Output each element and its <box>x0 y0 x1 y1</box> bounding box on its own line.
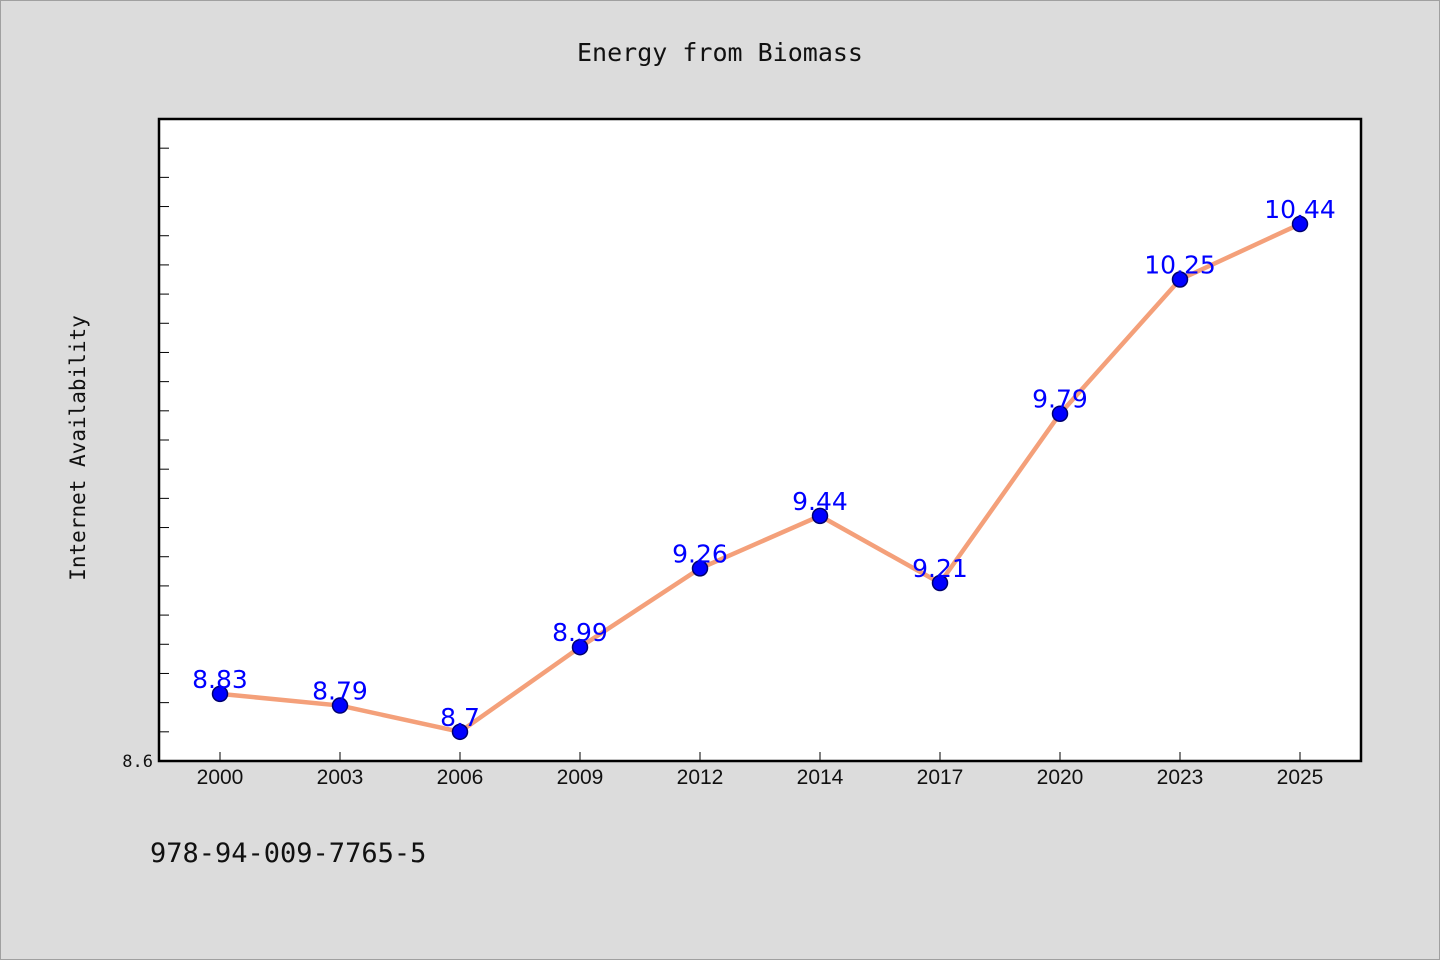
data-point <box>1051 405 1069 422</box>
y-axis-label: Internet Availability <box>66 315 90 581</box>
data-point <box>691 560 709 577</box>
data-label: 9.79 <box>1032 385 1088 414</box>
x-tick-label: 2017 <box>917 766 964 789</box>
data-label: 8.79 <box>312 677 368 706</box>
data-label: 9.21 <box>912 554 968 583</box>
data-label: 8.7 <box>440 703 480 732</box>
data-point <box>331 697 349 714</box>
chart-title: Energy from Biomass <box>577 38 863 67</box>
x-tick-label: 2009 <box>557 766 604 789</box>
series-line-group <box>217 221 1303 735</box>
data-label: 8.99 <box>552 618 608 647</box>
data-point <box>451 723 469 741</box>
data-point <box>571 638 589 656</box>
x-axis-ticks: 2000 2003 2006 2009 2012 2014 2017 2020 2023 2025 <box>197 752 1324 789</box>
series-line <box>217 221 1303 735</box>
data-label: 9.44 <box>792 487 848 516</box>
data-point <box>211 685 229 703</box>
data-labels: 8.83 8.79 8.7 8.99 9.26 9.44 9.21 9.79 10.25 10.4… <box>192 195 1336 732</box>
data-point <box>1291 215 1309 233</box>
isbn-text: 978-94-009-7765-5 <box>150 838 426 869</box>
data-label: 9.26 <box>672 539 728 568</box>
x-tick-label: 2012 <box>677 766 724 789</box>
y-axis-ticks: 8.6 <box>122 147 169 772</box>
data-markers <box>211 215 1309 741</box>
data-label: 10.44 <box>1264 195 1336 224</box>
x-tick-label: 2025 <box>1277 766 1324 789</box>
data-point <box>931 574 949 592</box>
x-tick-label: 2000 <box>197 766 244 789</box>
data-point <box>811 507 829 525</box>
x-tick-label: 2020 <box>1037 766 1084 789</box>
data-label: 8.83 <box>192 665 248 694</box>
data-label: 10.25 <box>1144 251 1216 280</box>
plot-area <box>157 117 1363 763</box>
x-tick-label: 2014 <box>797 766 844 789</box>
x-tick-label: 2003 <box>317 766 364 789</box>
x-tick-label: 2006 <box>437 766 484 789</box>
y-tick-label: 8.6 <box>122 752 153 772</box>
x-tick-label: 2023 <box>1157 766 1204 789</box>
data-point <box>1171 271 1189 288</box>
